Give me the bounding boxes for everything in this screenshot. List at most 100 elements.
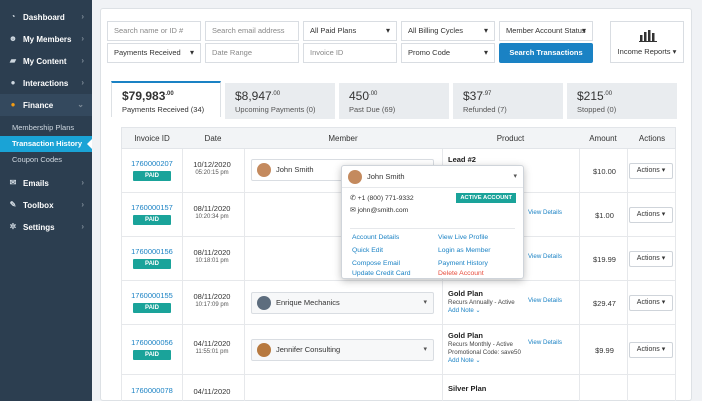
compose-email-link[interactable]: Compose Email [352, 260, 400, 267]
quick-edit-link[interactable]: Quick Edit [352, 247, 383, 254]
paid-badge: PAID [133, 171, 171, 181]
billing-cycles-select[interactable]: All Billing Cycles [401, 21, 495, 41]
invoice-link[interactable]: 1760000156 [131, 247, 173, 256]
product-cell: Silver Plan [448, 384, 487, 393]
invoice-link[interactable]: 1760000056 [131, 338, 173, 347]
actions-dropdown[interactable]: Actions ▾ [629, 342, 673, 358]
date-cell: 08/11/2020 10:18:01 pm [193, 248, 231, 264]
view-details-link[interactable]: View Details [528, 297, 562, 304]
sidebar-item-label: My Content [23, 56, 67, 66]
invoice-cell: 1760000157 PAID [122, 203, 182, 225]
chevron-right-icon: › [81, 222, 84, 231]
invoice-cell: 1760000155 PAID [122, 291, 182, 313]
tab-stopped[interactable]: $215.00 Stopped (0) [567, 83, 677, 119]
invoice-link[interactable]: 1760000157 [131, 203, 173, 212]
view-live-profile-link[interactable]: View Live Profile [438, 234, 489, 241]
add-note-link[interactable]: Add Note ⌄ [448, 307, 481, 314]
chevron-down-icon: ⌄ [77, 100, 84, 109]
email-icon: ✉ [350, 207, 356, 214]
main-area: Search name or ID # Search email address… [92, 0, 702, 401]
sidebar-item-my-members[interactable]: ☻ My Members › [0, 28, 92, 50]
search-transactions-button[interactable]: Search Transactions [499, 43, 593, 63]
invoice-link[interactable]: 1760000207 [131, 159, 173, 168]
table-row: 1760000056 PAID 04/11/2020 11:55:01 pm Je… [121, 325, 676, 375]
sidebar-item-settings[interactable]: ✲ Settings › [0, 216, 92, 238]
sidebar-item-label: Settings [23, 222, 55, 232]
sidebar-sub-transaction-history[interactable]: Transaction History [0, 136, 92, 152]
chevron-right-icon: › [81, 178, 84, 187]
date-cell: 08/11/2020 10:20:34 pm [193, 204, 231, 220]
tab-refunded[interactable]: $37.97 Refunded (7) [453, 83, 563, 119]
sidebar-item-dashboard[interactable]: ◔ Dashboard › [0, 6, 92, 28]
member-select[interactable]: Enrique Mechanics ▾ [251, 292, 434, 314]
invoice-cell: 1760000156 PAID [122, 247, 182, 269]
email-icon: ✉ [9, 178, 17, 187]
sidebar-item-my-content[interactable]: ▰ My Content › [0, 50, 92, 72]
paid-plans-select[interactable]: All Paid Plans [303, 21, 397, 41]
product-cell: Gold Plan Recurs Annually - Active Add N… [448, 289, 578, 315]
avatar [348, 170, 362, 184]
amount-cell: $19.99 [593, 255, 616, 264]
product-cell: Gold Plan Recurs Monthly - Active Promot… [448, 331, 578, 365]
col-product: Product [496, 134, 525, 143]
sidebar-item-emails[interactable]: ✉ Emails › [0, 172, 92, 194]
income-reports-button[interactable]: Income Reports ▾ [610, 21, 684, 63]
delete-account-link[interactable]: Delete Account [438, 270, 484, 277]
tab-upcoming-payments[interactable]: $8,947.00 Upcoming Payments (0) [225, 83, 335, 119]
member-status-select[interactable]: Member Account Status [499, 21, 593, 41]
col-amount: Amount [589, 134, 617, 143]
search-name-input[interactable]: Search name or ID # [107, 21, 201, 41]
chevron-right-icon: › [81, 78, 84, 87]
phone-icon: ✆ [350, 195, 356, 202]
bar-chart-icon [639, 30, 657, 42]
actions-dropdown[interactable]: Actions ▾ [629, 295, 673, 311]
update-credit-card-link[interactable]: Update Credit Card [352, 270, 411, 277]
promo-code-select[interactable]: Promo Code [401, 43, 495, 63]
account-details-link[interactable]: Account Details [352, 234, 400, 241]
payment-history-link[interactable]: Payment History [438, 260, 488, 267]
sidebar-item-finance[interactable]: ● Finance ⌄ [0, 94, 92, 116]
view-details-link[interactable]: View Details [528, 339, 562, 346]
invoice-id-input[interactable]: Invoice ID [303, 43, 397, 63]
date-cell: 08/11/2020 10:17:09 pm [193, 292, 231, 308]
date-cell: 10/12/2020 05:20:15 pm [193, 160, 231, 176]
avatar [257, 163, 271, 177]
coins-icon: ● [10, 100, 16, 109]
sidebar-item-label: Emails [23, 178, 49, 188]
view-details-link[interactable]: View Details [528, 209, 562, 216]
add-note-link[interactable]: Add Note ⌄ [448, 357, 481, 364]
invoice-cell: 1760000207 PAID [122, 159, 182, 181]
chevron-right-icon: › [81, 12, 84, 21]
chat-icon: ● [10, 78, 16, 87]
sidebar-item-label: Interactions [23, 78, 69, 88]
sidebar-item-label: Dashboard [23, 12, 65, 22]
actions-dropdown[interactable]: Actions ▾ [629, 163, 673, 179]
sidebar-sub-membership-plans[interactable]: Membership Plans [12, 123, 75, 132]
table-header: Invoice ID Date Member Product Amount Ac… [121, 127, 676, 149]
actions-dropdown[interactable]: Actions ▾ [629, 251, 673, 267]
users-icon: ☻ [8, 34, 18, 43]
amount-cell: $1.00 [595, 211, 614, 220]
search-email-input[interactable]: Search email address [205, 21, 299, 41]
date-cell: 04/11/2020 11:55:01 pm [193, 339, 231, 355]
invoice-link[interactable]: 1760000078 [131, 386, 173, 395]
sidebar-sub-coupon-codes[interactable]: Coupon Codes [12, 155, 63, 164]
view-details-link[interactable]: View Details [528, 253, 562, 260]
gauge-icon: ◔ [10, 12, 16, 21]
member-select[interactable]: Jennifer Consulting ▾ [251, 339, 434, 361]
tab-past-due[interactable]: 450.00 Past Due (69) [339, 83, 449, 119]
sidebar-item-interactions[interactable]: ● Interactions › [0, 72, 92, 94]
active-account-badge: ACTIVE ACCOUNT [456, 193, 516, 203]
payments-type-select[interactable]: Payments Received [107, 43, 201, 63]
actions-dropdown[interactable]: Actions ▾ [629, 207, 673, 223]
popup-header[interactable]: John Smith ▾ [342, 166, 523, 188]
gear-icon: ✲ [9, 222, 17, 231]
invoice-link[interactable]: 1760000155 [131, 291, 173, 300]
date-range-input[interactable]: Date Range [205, 43, 299, 63]
sidebar-item-toolbox[interactable]: ✎ Toolbox › [0, 194, 92, 216]
avatar [257, 343, 271, 357]
income-reports-label: Income Reports ▾ [617, 47, 677, 56]
login-as-member-link[interactable]: Login as Member [438, 247, 491, 254]
tab-payments-received[interactable]: $79,983.00 Payments Received (34) [111, 81, 221, 117]
chevron-down-icon: ▾ [423, 346, 427, 353]
